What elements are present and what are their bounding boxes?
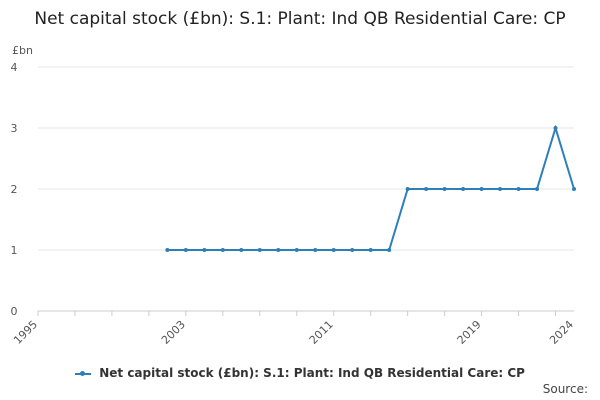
data-point [202, 248, 207, 252]
data-point [479, 187, 484, 191]
source-label: Source: [542, 382, 588, 396]
chart-title: Net capital stock (£bn): S.1: Plant: Ind… [34, 9, 566, 29]
data-point [331, 248, 336, 252]
data-point [257, 248, 262, 252]
data-point [442, 187, 447, 191]
data-point [424, 187, 429, 191]
data-point [220, 248, 225, 252]
data-point [276, 248, 281, 252]
x-tick-label: 2024 [547, 318, 576, 347]
y-tick-label: 1 [11, 244, 18, 257]
data-point [387, 248, 392, 252]
data-point [572, 187, 576, 191]
data-point [553, 126, 558, 130]
y-axis-label: £bn [12, 44, 33, 57]
x-tick-label: 2019 [455, 318, 484, 347]
data-point [535, 187, 540, 191]
data-point [516, 187, 521, 191]
data-point [498, 187, 503, 191]
data-point [165, 248, 170, 252]
y-tick-label: 4 [11, 61, 18, 74]
data-point [405, 187, 410, 191]
y-tick-label: 3 [11, 122, 18, 135]
legend: Net capital stock (£bn): S.1: Plant: Ind… [0, 366, 600, 380]
x-tick-label: 1995 [11, 318, 40, 347]
x-tick-label: 2003 [159, 318, 188, 347]
data-point [294, 248, 299, 252]
legend-label: Net capital stock (£bn): S.1: Plant: Ind… [99, 366, 525, 380]
y-tick-label: 0 [11, 305, 18, 318]
data-point [313, 248, 318, 252]
data-point [350, 248, 355, 252]
x-tick-label: 2011 [307, 318, 336, 347]
data-point [461, 187, 466, 191]
y-tick-label: 2 [11, 183, 18, 196]
legend-swatch [75, 370, 92, 376]
data-point [368, 248, 373, 252]
data-point [183, 248, 188, 252]
data-point [239, 248, 244, 252]
